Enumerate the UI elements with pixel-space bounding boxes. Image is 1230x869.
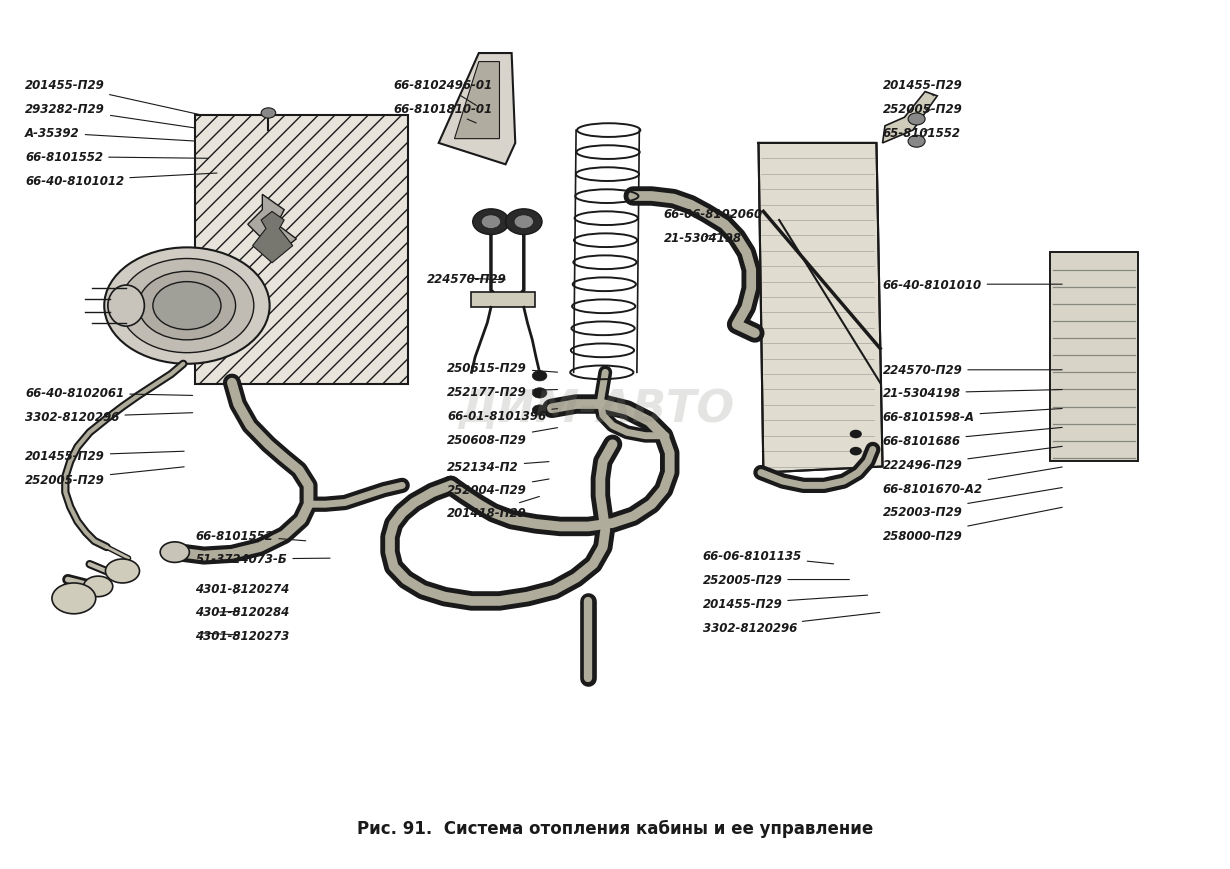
Text: 201455-П29: 201455-П29 bbox=[25, 449, 184, 462]
Text: 252005-П29: 252005-П29 bbox=[702, 574, 850, 587]
Circle shape bbox=[506, 209, 542, 235]
Text: 4301-8120274: 4301-8120274 bbox=[196, 582, 290, 595]
Circle shape bbox=[153, 282, 221, 330]
Circle shape bbox=[138, 272, 236, 341]
Circle shape bbox=[908, 114, 925, 126]
Circle shape bbox=[106, 560, 139, 583]
Text: 3302-8120296: 3302-8120296 bbox=[702, 613, 879, 634]
Circle shape bbox=[472, 209, 509, 235]
Text: 66-8101598-А: 66-8101598-А bbox=[883, 409, 1063, 424]
Text: 66-8101670-А2: 66-8101670-А2 bbox=[883, 468, 1063, 495]
Text: 252005-П29: 252005-П29 bbox=[883, 103, 962, 116]
Text: 252005-П29: 252005-П29 bbox=[25, 468, 184, 487]
Text: 252004-П29: 252004-П29 bbox=[448, 480, 549, 496]
Text: 66-40-8101010: 66-40-8101010 bbox=[883, 278, 1063, 291]
Polygon shape bbox=[252, 212, 293, 263]
Text: 258000-П29: 258000-П29 bbox=[883, 507, 1063, 542]
Bar bbox=[1050, 252, 1138, 461]
Circle shape bbox=[533, 388, 547, 399]
Text: 21-5304198: 21-5304198 bbox=[664, 231, 742, 244]
Circle shape bbox=[850, 430, 862, 439]
Circle shape bbox=[533, 371, 547, 381]
Text: 224570-П29: 224570-П29 bbox=[427, 272, 507, 285]
Text: 252134-П2: 252134-П2 bbox=[448, 461, 549, 474]
Text: 201455-П29: 201455-П29 bbox=[883, 79, 962, 96]
Polygon shape bbox=[247, 195, 296, 255]
Circle shape bbox=[514, 216, 534, 229]
Circle shape bbox=[481, 216, 501, 229]
Polygon shape bbox=[883, 92, 937, 143]
Text: 66-8101552: 66-8101552 bbox=[25, 151, 208, 164]
Text: 4301-8120284: 4301-8120284 bbox=[196, 605, 290, 618]
Polygon shape bbox=[454, 63, 499, 140]
Text: 66-40-8101012: 66-40-8101012 bbox=[25, 174, 216, 188]
Circle shape bbox=[160, 542, 189, 563]
Bar bbox=[1050, 252, 1138, 461]
Text: 66-06-8102060: 66-06-8102060 bbox=[664, 208, 763, 221]
Text: 250608-П29: 250608-П29 bbox=[448, 428, 557, 447]
Text: 66-40-8102061: 66-40-8102061 bbox=[25, 387, 193, 400]
Text: Рис. 91.  Система отопления кабины и ее управление: Рис. 91. Система отопления кабины и ее у… bbox=[357, 819, 873, 837]
Bar bbox=[196, 116, 408, 385]
Text: А-35392: А-35392 bbox=[25, 127, 196, 142]
Polygon shape bbox=[439, 54, 515, 165]
Text: 252003-П29: 252003-П29 bbox=[883, 488, 1063, 518]
Text: 66-01-8101396: 66-01-8101396 bbox=[448, 409, 557, 422]
Circle shape bbox=[52, 583, 96, 614]
Text: 21-5304198: 21-5304198 bbox=[883, 387, 1063, 400]
Text: 66-8101686: 66-8101686 bbox=[883, 428, 1063, 448]
Circle shape bbox=[261, 109, 276, 119]
Text: 66-8101552: 66-8101552 bbox=[196, 529, 306, 542]
Ellipse shape bbox=[108, 286, 144, 327]
Text: 250615-П29: 250615-П29 bbox=[448, 362, 557, 375]
Text: 222496-П29: 222496-П29 bbox=[883, 447, 1063, 472]
Circle shape bbox=[105, 248, 269, 364]
Polygon shape bbox=[759, 143, 883, 473]
Text: 4301-8120273: 4301-8120273 bbox=[196, 629, 290, 642]
Circle shape bbox=[121, 259, 253, 354]
Text: 252177-П29: 252177-П29 bbox=[448, 385, 557, 398]
Circle shape bbox=[84, 576, 113, 597]
Text: 65-8101552: 65-8101552 bbox=[883, 127, 961, 140]
Text: 224570-П29: 224570-П29 bbox=[883, 364, 1063, 377]
Text: 66-06-8101135: 66-06-8101135 bbox=[702, 549, 834, 564]
Text: 51-3724073-Б: 51-3724073-Б bbox=[196, 553, 330, 566]
Text: 3302-8120296: 3302-8120296 bbox=[25, 411, 193, 424]
Text: 293282-П29: 293282-П29 bbox=[25, 103, 196, 129]
Text: 201455-П29: 201455-П29 bbox=[25, 79, 202, 116]
Text: 201418-П29: 201418-П29 bbox=[448, 497, 540, 520]
Text: 66-8102496-01: 66-8102496-01 bbox=[394, 79, 493, 106]
Text: 66-8101810-01: 66-8101810-01 bbox=[394, 103, 493, 124]
Text: 201455-П29: 201455-П29 bbox=[702, 595, 867, 610]
Circle shape bbox=[908, 136, 925, 148]
Bar bbox=[471, 293, 535, 308]
Circle shape bbox=[850, 448, 862, 456]
Circle shape bbox=[533, 406, 547, 415]
Text: ДИМ-АВТО: ДИМ-АВТО bbox=[459, 388, 734, 430]
